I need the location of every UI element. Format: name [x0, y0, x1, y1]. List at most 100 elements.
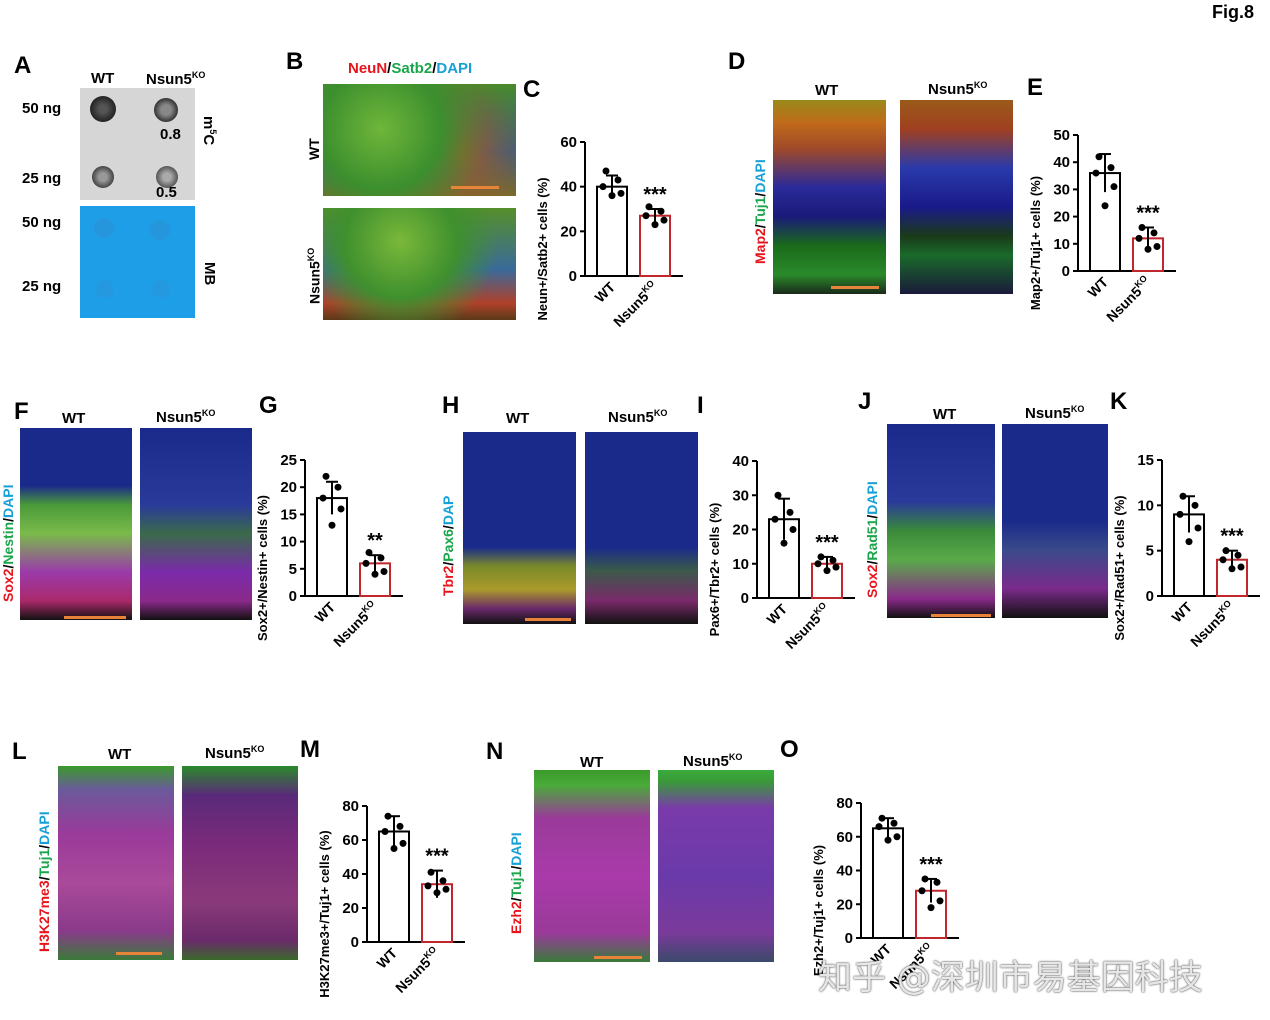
- data-point: [918, 887, 926, 895]
- panel-label-a: A: [14, 52, 32, 79]
- data-point: [362, 559, 370, 567]
- data-point: [933, 878, 941, 886]
- panel-a-side-mb: MB: [201, 262, 218, 286]
- bar: [872, 827, 904, 939]
- x-tick-label: Nsun5KO: [609, 278, 661, 330]
- panel-h-col-ko: Nsun5KO: [608, 408, 668, 426]
- panel-b-row-wt: WT: [306, 138, 322, 160]
- panel-l-col-ko: Nsun5KO: [205, 744, 265, 762]
- micrograph-f-ko: [140, 428, 252, 620]
- data-point: [890, 819, 898, 827]
- blot-dot: [152, 280, 170, 298]
- panel-a-col-ko: Nsun5KO: [146, 70, 206, 88]
- bar: [1089, 172, 1121, 272]
- y-tick-label: 10: [732, 556, 749, 573]
- scale-bar: [451, 186, 499, 189]
- data-point: [936, 897, 944, 905]
- data-point: [442, 885, 450, 893]
- micrograph-h-ko: [585, 432, 698, 624]
- bar: [639, 214, 671, 277]
- figure-label: Fig.8: [1212, 2, 1255, 22]
- data-point: [1138, 223, 1146, 231]
- x-tick-label: Nsun5KO: [391, 944, 443, 996]
- data-point: [817, 553, 825, 561]
- data-point: [328, 521, 336, 529]
- y-tick-label: 60: [342, 832, 359, 849]
- data-point: [657, 207, 665, 215]
- panel-j-col-ko: Nsun5KO: [1025, 404, 1085, 422]
- data-point: [439, 877, 447, 885]
- data-point: [1191, 501, 1199, 509]
- data-point: [832, 563, 840, 571]
- significance-label: ***: [815, 532, 839, 554]
- y-tick-label: 5: [289, 561, 297, 578]
- panel-label-f: F: [14, 398, 29, 425]
- bar: [421, 883, 453, 944]
- data-point: [377, 554, 385, 562]
- x-tick-label: Nsun5KO: [1102, 273, 1154, 325]
- panel-label-m: M: [300, 736, 320, 763]
- panel-b-stain: NeuN/Satb2/DAPI: [348, 60, 473, 77]
- data-point: [645, 203, 653, 211]
- y-tick-label: 60: [560, 134, 577, 151]
- x-tick-label: WT: [763, 600, 790, 627]
- blot-dot: [90, 96, 116, 122]
- data-point: [829, 556, 837, 564]
- bar: [359, 562, 391, 597]
- micrograph-b-wt: [323, 84, 516, 196]
- scale-bar: [831, 286, 879, 289]
- data-point: [424, 882, 432, 890]
- panel-label-k: K: [1110, 388, 1128, 415]
- data-point: [319, 494, 327, 502]
- y-tick-label: 30: [732, 487, 749, 504]
- data-point: [1179, 492, 1187, 500]
- panel-a-row2: 25 ng: [22, 170, 62, 187]
- micrograph-f-wt: [20, 428, 132, 620]
- y-tick-label: 30: [1053, 181, 1070, 198]
- data-point: [390, 845, 398, 852]
- panel-h-stain: Tbr2/Pax6/DAP: [440, 495, 456, 596]
- blot-dot: [156, 166, 178, 188]
- bar: [316, 497, 348, 597]
- watermark: 知乎 @深圳市易基因科技: [818, 958, 1203, 998]
- micrograph-d-ko: [900, 100, 1013, 294]
- y-tick-label: 40: [342, 866, 359, 883]
- panel-d-stain: Map2/Tuj1/DAPI: [752, 159, 768, 264]
- y-axis-label: Sox2+/Nestin+ cells (%): [255, 495, 270, 641]
- data-point: [1194, 524, 1202, 532]
- panel-label-b: B: [286, 48, 304, 75]
- data-point: [384, 812, 392, 820]
- data-point: [1234, 551, 1242, 559]
- data-point: [660, 216, 668, 224]
- panel-n-col-wt: WT: [580, 754, 604, 771]
- data-point: [1153, 243, 1161, 251]
- significance-label: **: [367, 530, 383, 552]
- data-point: [823, 567, 831, 575]
- panel-a-row1: 50 ng: [22, 100, 62, 117]
- panel-f-col-wt: WT: [62, 410, 86, 427]
- data-point: [786, 508, 794, 516]
- significance-label: ***: [1220, 526, 1244, 548]
- data-point: [614, 176, 622, 184]
- data-point: [1107, 164, 1115, 172]
- data-point: [399, 839, 407, 847]
- panel-f-col-ko: Nsun5KO: [156, 408, 216, 426]
- y-tick-label: 20: [836, 896, 853, 913]
- micrograph-d-wt: [773, 100, 886, 294]
- panel-label-d: D: [728, 48, 746, 75]
- panel-label-o: O: [780, 736, 799, 763]
- y-tick-label: 50: [1053, 127, 1070, 144]
- panel-label-n: N: [486, 738, 504, 765]
- panel-j-col-wt: WT: [933, 406, 957, 423]
- panel-d-col-ko: Nsun5KO: [928, 80, 988, 98]
- y-tick-label: 20: [732, 522, 749, 539]
- data-point: [1219, 556, 1227, 564]
- micrograph-l-ko: [182, 766, 298, 960]
- data-point: [1150, 229, 1158, 237]
- y-axis-label: Sox2+/Rad51+ cells (%): [1112, 495, 1127, 640]
- panel-a-row4: 25 ng: [22, 278, 62, 295]
- y-tick-label: 20: [342, 900, 359, 917]
- panel-l-stain: H3K27me3/Tuj1/DAPI: [36, 811, 52, 952]
- panel-d-col-wt: WT: [815, 82, 839, 99]
- scale-bar: [525, 618, 571, 621]
